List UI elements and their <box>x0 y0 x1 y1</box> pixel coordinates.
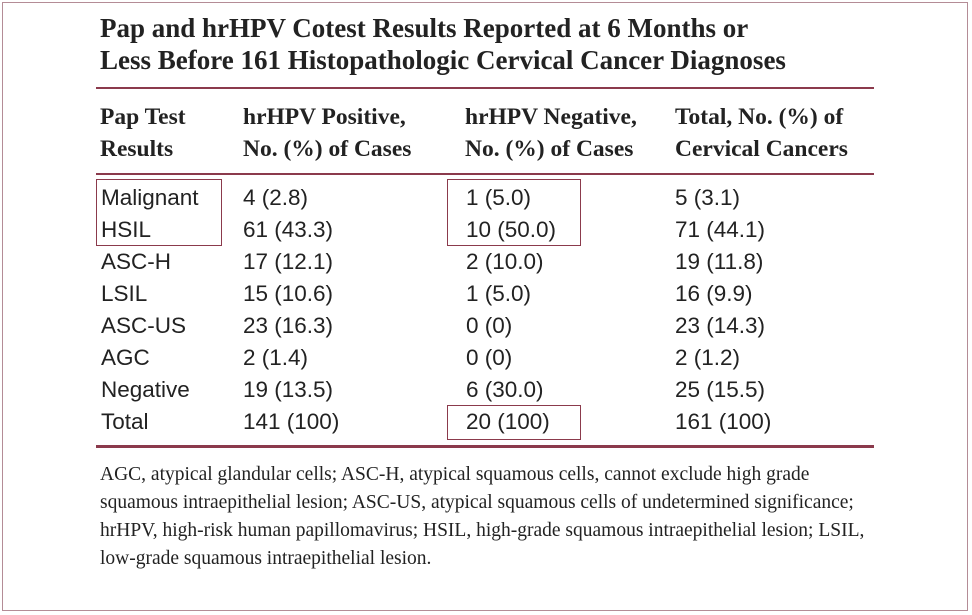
table-cell-total: 2 (1.2) <box>675 345 741 370</box>
table-cell-total: 161 (100) <box>675 409 772 434</box>
table-cell-hrhpv-negative: 10 (50.0) <box>466 217 557 242</box>
table-cell-hrhpv-positive: 141 (100) <box>243 409 340 434</box>
table-cell-hrhpv-positive: 23 (16.3) <box>243 313 334 338</box>
table-cell-pap-result: LSIL <box>101 281 148 306</box>
table-cell-pap-result: AGC <box>101 345 150 370</box>
header-pap-test-results: Pap Test Results <box>100 104 186 162</box>
table-cell-hrhpv-negative: 6 (30.0) <box>466 377 544 402</box>
table-cell-total: 25 (15.5) <box>675 377 766 402</box>
table-cell-hrhpv-negative: 0 (0) <box>466 345 513 370</box>
table-cell-pap-result: ASC-H <box>101 249 172 274</box>
table-cell-total: 23 (14.3) <box>675 313 766 338</box>
table-cell-hrhpv-positive: 4 (2.8) <box>243 185 309 210</box>
highlight-box-total-negative <box>447 405 581 440</box>
table-cell-hrhpv-negative: 20 (100) <box>466 409 550 434</box>
table-cell-pap-result: Negative <box>101 377 190 402</box>
table-cell-hrhpv-negative: 1 (5.0) <box>466 185 532 210</box>
table-cell-pap-result: HSIL <box>101 217 152 242</box>
table-cell-hrhpv-negative: 1 (5.0) <box>466 281 532 306</box>
title-line-2: Less Before 161 Histopathologic Cervical… <box>100 45 786 75</box>
table-cell-pap-result: Malignant <box>101 185 199 210</box>
header-hrhpv-negative: hrHPV Negative, No. (%) of Cases <box>465 104 637 162</box>
table-cell-total: 19 (11.8) <box>675 249 764 274</box>
table-cell-total: 16 (9.9) <box>675 281 753 306</box>
table-cell-total: 71 (44.1) <box>675 217 766 242</box>
table-cell-hrhpv-positive: 19 (13.5) <box>243 377 334 402</box>
top-rule <box>96 87 874 89</box>
table-cell-hrhpv-positive: 17 (12.1) <box>243 249 334 274</box>
highlight-box-hpv-negative <box>447 179 581 246</box>
table-cell-hrhpv-negative: 0 (0) <box>466 313 513 338</box>
table-cell-hrhpv-negative: 2 (10.0) <box>466 249 544 274</box>
table-cell-pap-result: Total <box>101 409 149 434</box>
highlight-box-pap-results <box>96 179 222 246</box>
bottom-rule <box>96 445 874 448</box>
header-hrhpv-positive: hrHPV Positive, No. (%) of Cases <box>243 104 412 162</box>
table-cell-total: 5 (3.1) <box>675 185 741 210</box>
header-rule <box>96 173 874 175</box>
table-cell-hrhpv-positive: 61 (43.3) <box>243 217 334 242</box>
table-cell-pap-result: ASC-US <box>101 313 187 338</box>
header-total: Total, No. (%) of Cervical Cancers <box>675 104 848 162</box>
table-footnote: AGC, atypical glandular cells; ASC-H, at… <box>100 464 865 569</box>
table-cell-hrhpv-positive: 2 (1.4) <box>243 345 309 370</box>
title-line-1: Pap and hrHPV Cotest Results Reported at… <box>100 13 749 43</box>
table-cell-hrhpv-positive: 15 (10.6) <box>243 281 334 306</box>
table-title: Pap and hrHPV Cotest Results Reported at… <box>100 12 920 76</box>
